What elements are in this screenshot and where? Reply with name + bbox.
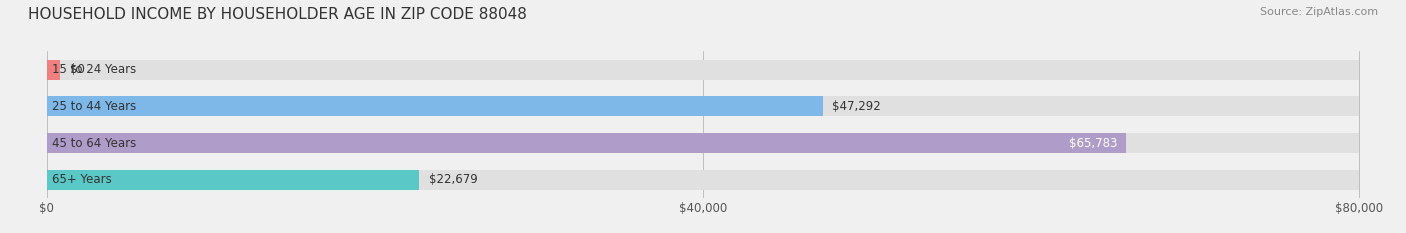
Bar (46, 133, 1360, 153)
Text: Source: ZipAtlas.com: Source: ZipAtlas.com (1260, 7, 1378, 17)
Bar (46, 59, 60, 80)
Text: HOUSEHOLD INCOME BY HOUSEHOLDER AGE IN ZIP CODE 88048: HOUSEHOLD INCOME BY HOUSEHOLDER AGE IN Z… (28, 7, 527, 22)
Bar (46, 170, 1360, 190)
Text: $22,679: $22,679 (429, 173, 478, 186)
Bar (46, 133, 1126, 153)
Text: $0: $0 (70, 63, 84, 76)
Text: 25 to 44 Years: 25 to 44 Years (52, 100, 136, 113)
Bar (46, 96, 1360, 116)
Bar (46, 170, 419, 190)
Text: 45 to 64 Years: 45 to 64 Years (52, 137, 136, 150)
Text: $47,292: $47,292 (832, 100, 882, 113)
Text: $65,783: $65,783 (1070, 137, 1118, 150)
Bar (46, 59, 1360, 80)
Text: 15 to 24 Years: 15 to 24 Years (52, 63, 136, 76)
Bar (46, 96, 823, 116)
Text: 65+ Years: 65+ Years (52, 173, 111, 186)
